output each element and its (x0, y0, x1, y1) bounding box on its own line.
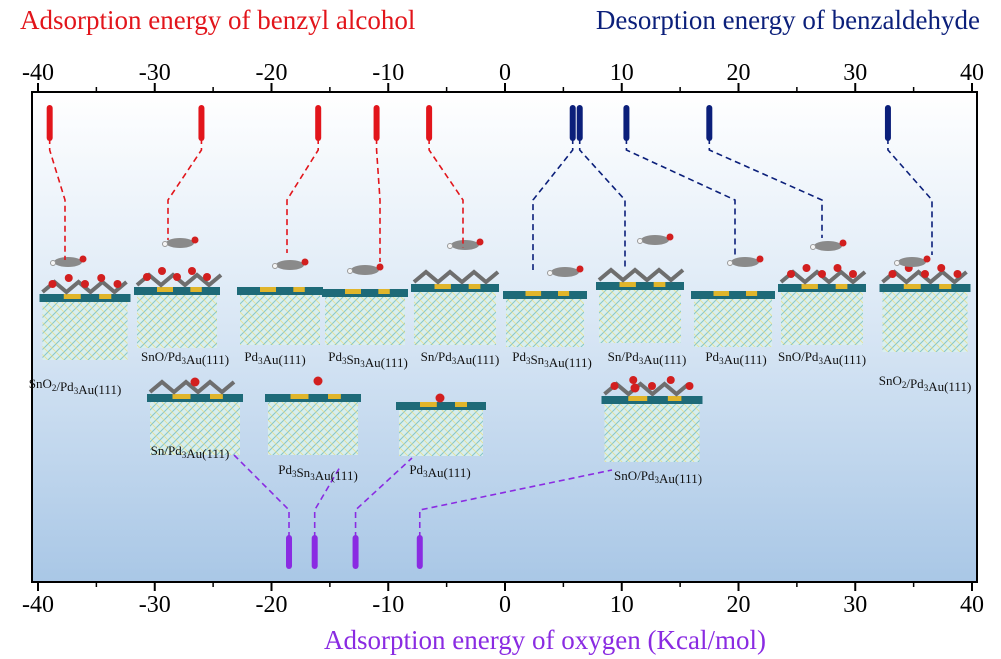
structure-label-bottom: Sn/Pd3Au(111) (151, 443, 230, 461)
slab-model (237, 287, 323, 345)
bottom-tick-label: -20 (256, 592, 288, 618)
connector-lines (48, 138, 933, 538)
slab-model (691, 291, 775, 347)
slab-model (39, 274, 131, 360)
bottom-tick-label: 10 (610, 592, 634, 618)
structure-label-bottom: Pd3Au(111) (409, 462, 470, 480)
molecule (162, 236, 199, 248)
structure-label-top: Sn/Pd3Au(111) (421, 349, 500, 367)
connector-benzyl_alcohol_adsorption (286, 138, 320, 253)
molecule (637, 233, 674, 245)
bottom-tick-label: 30 (843, 592, 867, 618)
slab-model (879, 264, 971, 352)
connector-benzaldehyde_desorption (708, 138, 823, 238)
structure-label-top: Pd3Au(111) (244, 349, 305, 367)
bottom-tick-label: 0 (499, 592, 511, 618)
slab-model (147, 379, 243, 455)
bottom-tick-label: 20 (727, 592, 751, 618)
structure-label-top: Pd3Sn3Au(111) (512, 349, 592, 370)
slab-model (134, 267, 223, 348)
oxygen-atom (630, 383, 640, 393)
structure-models (39, 233, 971, 462)
slab-model (601, 376, 703, 462)
oxygen-atom (435, 393, 445, 403)
top-tick-label: 20 (727, 60, 751, 86)
top-tick-label: 0 (499, 60, 511, 86)
connector-oxygen_adsorption (313, 466, 341, 538)
connector-benzaldehyde_desorption (532, 138, 574, 270)
bottom-tick-label: -10 (372, 592, 404, 618)
connector-benzyl_alcohol_adsorption (48, 138, 66, 260)
bottom-tick-label: -30 (139, 592, 171, 618)
top-tick-label: 30 (843, 60, 867, 86)
slab-model (396, 402, 486, 456)
structure-label-top: SnO2/Pd3Au(111) (879, 373, 972, 394)
structure-label-bottom: SnO/Pd3Au(111) (614, 468, 702, 486)
connector-benzaldehyde_desorption (625, 138, 736, 256)
connector-benzyl_alcohol_adsorption (428, 138, 464, 248)
connector-benzyl_alcohol_adsorption (375, 138, 381, 262)
connector-benzaldehyde_desorption (578, 138, 626, 268)
top-tick-label: 40 (960, 60, 984, 86)
molecule (50, 255, 87, 267)
structure-label-top: Pd3Au(111) (705, 349, 766, 367)
slab-model (322, 289, 408, 345)
oxygen-atom (313, 376, 323, 386)
molecule (272, 258, 309, 270)
top-tick-label: 10 (610, 60, 634, 86)
title-benzyl-alcohol: Adsorption energy of benzyl alcohol (20, 5, 415, 35)
structure-label-top: SnO/Pd3Au(111) (778, 349, 866, 367)
xlabel-oxygen: Adsorption energy of oxygen (Kcal/mol) (324, 625, 766, 655)
slab-model (411, 269, 500, 345)
energy-markers (46, 105, 891, 569)
molecule (810, 239, 847, 251)
bottom-tick-label: -40 (22, 592, 54, 618)
molecule (547, 265, 584, 277)
structure-label-bottom: Pd3Sn3Au(111) (278, 462, 358, 483)
slab-model (778, 264, 867, 345)
molecule (727, 255, 764, 267)
oxygen-atom (190, 377, 200, 387)
molecule (447, 238, 484, 250)
molecule (347, 263, 384, 275)
structure-label-top: Pd3Sn3Au(111) (328, 349, 408, 370)
top-tick-label: -30 (139, 60, 171, 86)
slab-model (503, 291, 587, 347)
bottom-tick-label: 40 (960, 592, 984, 618)
top-tick-label: -20 (256, 60, 288, 86)
structure-label-top: SnO/Pd3Au(111) (141, 349, 229, 367)
bottom-axis: -40 -30 -20 -10 0 10 20 30 40 (22, 582, 984, 618)
molecule (894, 255, 931, 267)
title-benzaldehyde: Desorption energy of benzaldehyde (596, 5, 980, 35)
structure-label-top: Sn/Pd3Au(111) (608, 349, 687, 367)
connector-benzaldehyde_desorption (887, 138, 933, 255)
connector-benzyl_alcohol_adsorption (167, 138, 203, 240)
top-tick-label: -10 (372, 60, 404, 86)
slab-model (596, 267, 685, 343)
top-axis: -40 -30 -20 -10 0 10 20 30 40 (22, 60, 984, 92)
structure-label-top: SnO2/Pd3Au(111) (29, 376, 122, 397)
slab-model (265, 394, 361, 455)
top-tick-label: -40 (22, 60, 54, 86)
structure-labels: SnO2/Pd3Au(111) SnO/Pd3Au(111) Pd3Au(111) P… (29, 349, 972, 486)
